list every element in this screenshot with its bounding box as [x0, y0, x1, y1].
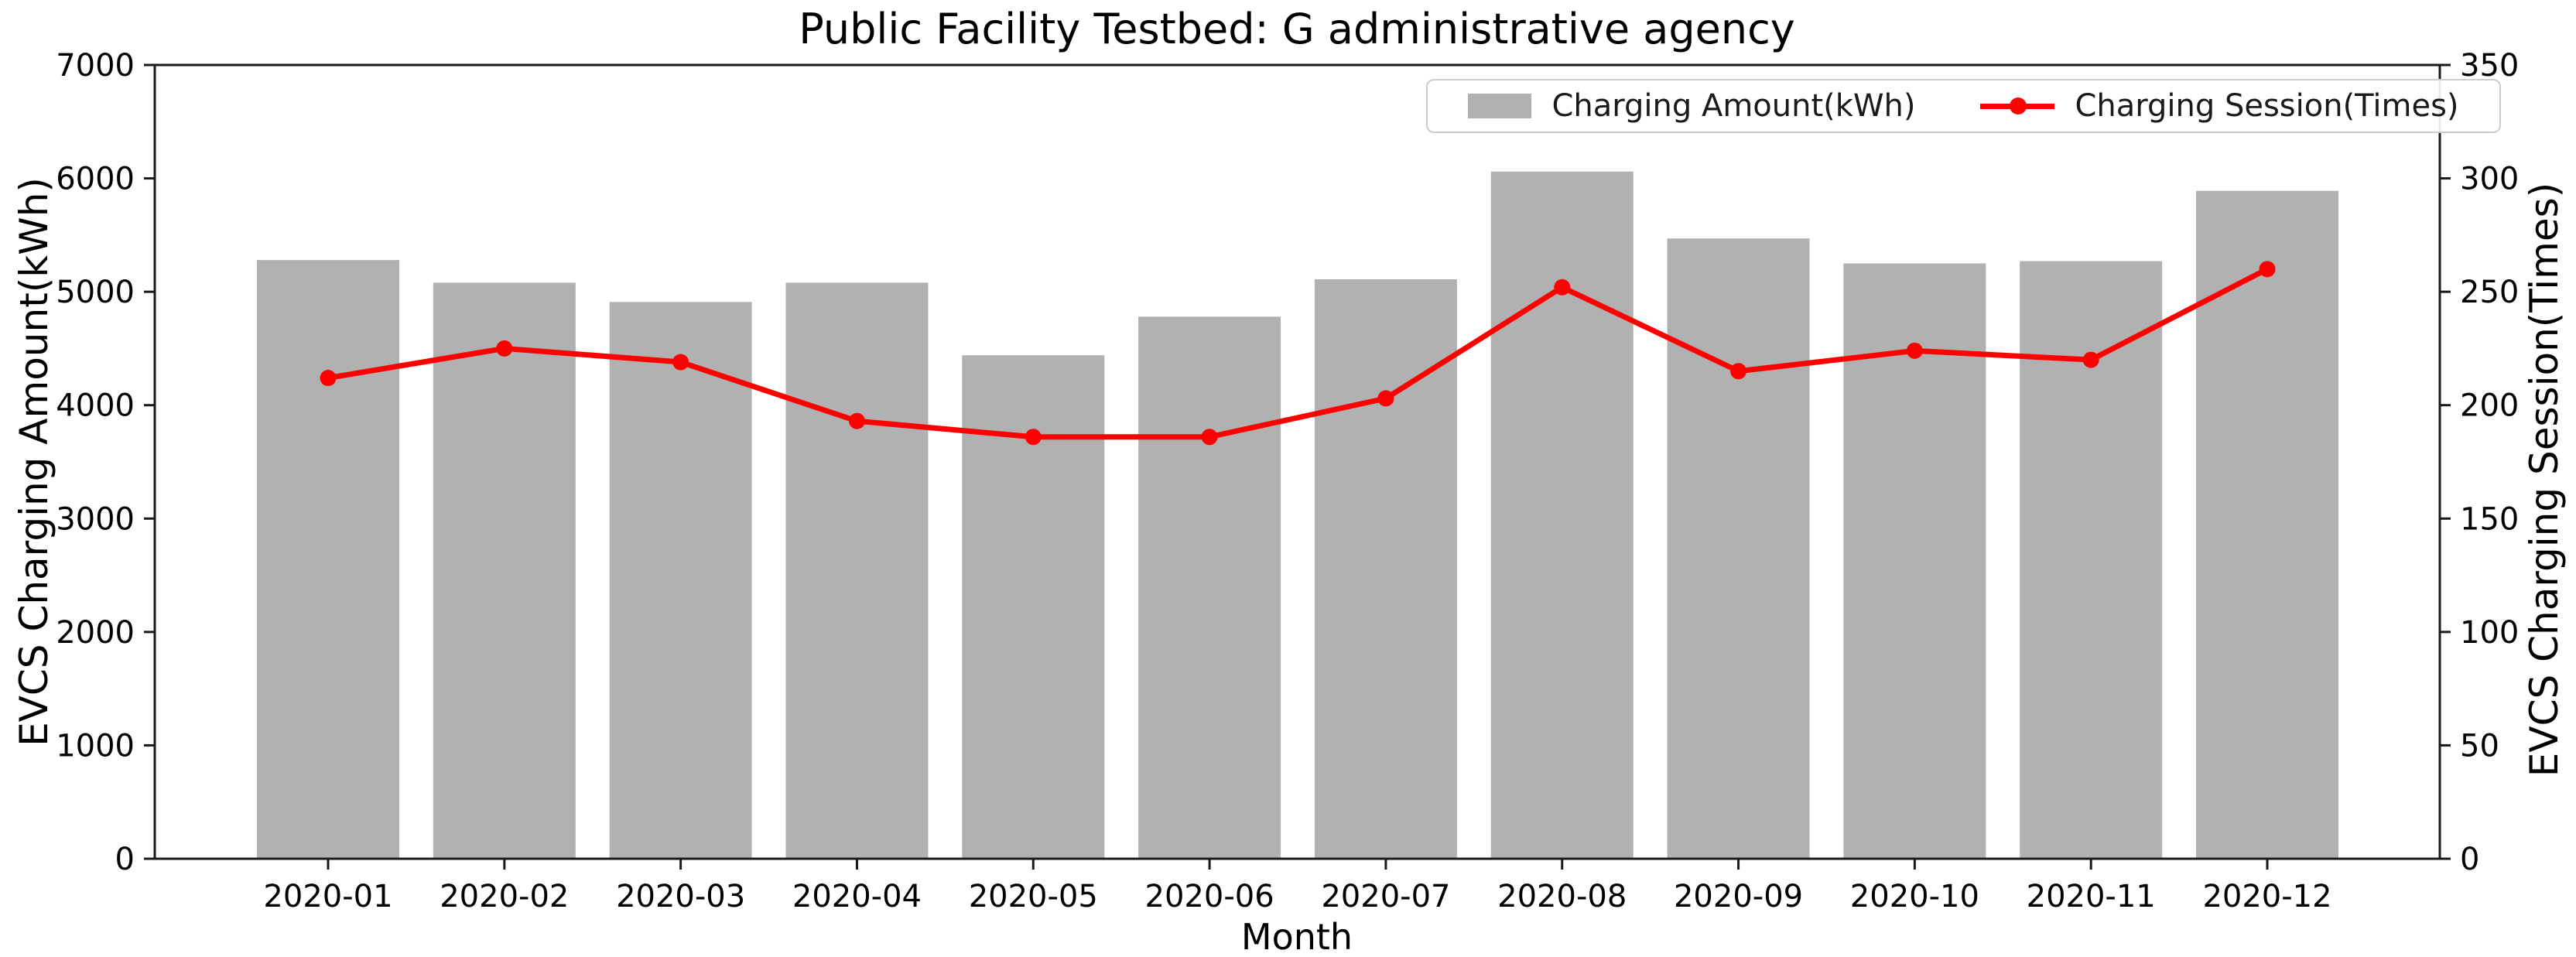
bar-2020-11: [2020, 261, 2163, 859]
right-tick-label: 150: [2460, 501, 2519, 537]
legend-bar-label: Charging Amount(kWh): [1551, 88, 1916, 124]
x-tick-label: 2020-06: [1145, 879, 1274, 914]
x-tick-label: 2020-10: [1850, 879, 1979, 914]
left-tick-label: 1000: [56, 728, 135, 764]
x-tick-label: 2020-09: [1674, 879, 1803, 914]
bar-2020-02: [433, 282, 576, 860]
left-tick-label: 6000: [56, 162, 135, 197]
right-tick-label: 200: [2460, 388, 2519, 424]
x-tick-label: 2020-01: [263, 879, 392, 914]
legend-line-label: Charging Session(Times): [2075, 88, 2459, 124]
right-tick-label: 100: [2460, 615, 2519, 651]
right-y-axis-label: EVCS Charging Session(Times): [2522, 182, 2567, 778]
x-tick-label: 2020-02: [440, 879, 569, 914]
legend-item-charging-session: Charging Session(Times): [1980, 88, 2459, 124]
line-point-2020-03: [672, 354, 689, 371]
x-tick-label: 2020-08: [1497, 879, 1627, 914]
right-tick-label: 250: [2460, 275, 2519, 310]
bar-2020-04: [785, 282, 929, 860]
right-tick-label: 0: [2460, 842, 2479, 877]
bar-2020-06: [1138, 316, 1281, 860]
left-tick-label: 2000: [56, 615, 135, 651]
bar-2020-08: [1490, 171, 1634, 859]
left-tick-label: 5000: [56, 275, 135, 310]
bar-2020-07: [1314, 279, 1457, 859]
bar-2020-09: [1667, 238, 1810, 859]
right-tick-label: 50: [2460, 728, 2499, 764]
x-tick-label: 2020-05: [969, 879, 1098, 914]
x-tick-label: 2020-03: [616, 879, 745, 914]
left-tick-label: 3000: [56, 501, 135, 537]
legend-box: Charging Amount(kWh) Charging Session(Ti…: [1426, 79, 2501, 133]
bar-2020-10: [1843, 263, 1986, 859]
line-point-2020-01: [320, 370, 337, 387]
line-series-marker-icon: [1980, 97, 2055, 114]
bar-2020-12: [2196, 190, 2339, 860]
line-point-2020-12: [2259, 261, 2276, 278]
bar-2020-03: [609, 302, 752, 859]
right-tick-label: 300: [2460, 162, 2519, 197]
bar-2020-01: [257, 260, 399, 859]
left-tick-label: 0: [115, 842, 135, 877]
line-point-2020-04: [848, 412, 865, 429]
line-point-2020-10: [1906, 342, 1923, 359]
left-tick-label: 4000: [56, 388, 135, 424]
right-tick-label: 350: [2460, 48, 2519, 84]
line-point-2020-05: [1025, 429, 1042, 446]
line-point-2020-06: [1201, 429, 1218, 446]
bar-series-swatch: [1468, 94, 1532, 118]
line-series: [327, 266, 2269, 440]
line-point-2020-02: [496, 340, 513, 357]
line-point-2020-07: [1377, 390, 1394, 407]
line-point-2020-09: [1730, 363, 1747, 380]
line-point-2020-08: [1554, 279, 1571, 296]
left-y-axis-label: EVCS Charging Amount(kWh): [12, 177, 56, 747]
chart-title: Public Facility Testbed: G administrativ…: [799, 5, 1795, 53]
x-tick-label: 2020-04: [792, 879, 922, 914]
x-axis-label: Month: [1240, 916, 1353, 957]
legend-item-charging-amount: Charging Amount(kWh): [1468, 88, 1915, 124]
x-tick-label: 2020-12: [2202, 879, 2331, 914]
x-tick-label: 2020-07: [1321, 879, 1450, 914]
x-tick-label: 2020-11: [2027, 879, 2156, 914]
line-point-2020-11: [2082, 351, 2099, 368]
left-tick-label: 7000: [56, 48, 135, 84]
